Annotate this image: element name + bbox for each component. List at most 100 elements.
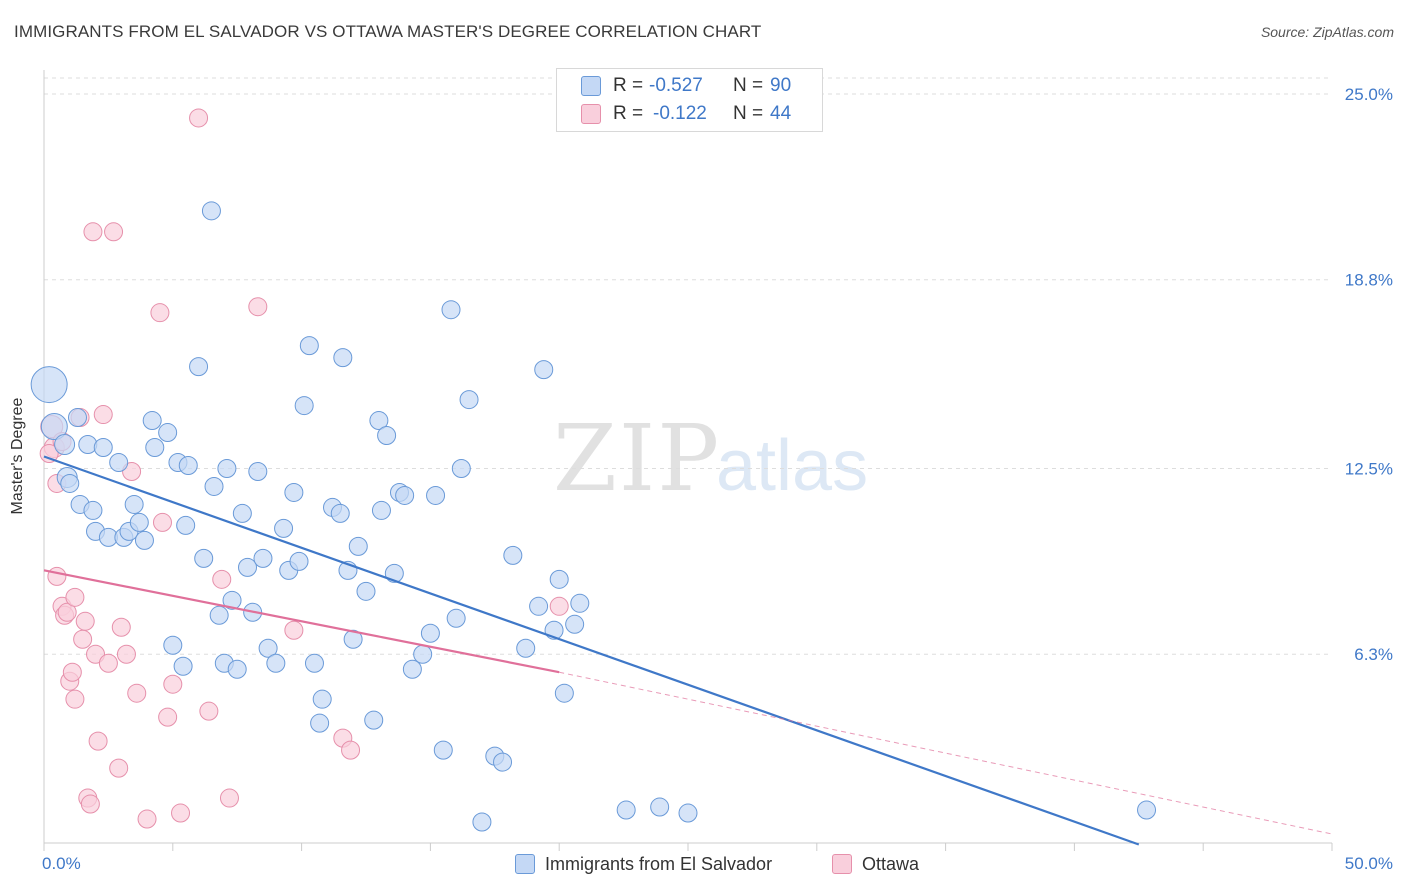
el-salvador-point: [145, 438, 165, 458]
ottawa-point: [98, 653, 118, 673]
el-salvador-point: [441, 300, 461, 320]
chart-title: IMMIGRANTS FROM EL SALVADOR VS OTTAWA MA…: [14, 22, 762, 41]
ottawa-point: [150, 303, 170, 323]
el-salvador-point: [227, 659, 247, 679]
el-salvador-point: [142, 411, 162, 431]
legend-n-label: N =: [733, 103, 764, 124]
el-salvador-point: [433, 740, 453, 760]
el-salvador-point: [310, 713, 330, 733]
legend-r-value: -0.122: [653, 103, 707, 124]
legend: R = -0.527 N = 90 R = -0.122 N = 44: [556, 68, 823, 132]
el-salvador-point: [258, 638, 278, 658]
y-tick-label: 12.5%: [1345, 459, 1393, 478]
ottawa-point: [75, 611, 95, 631]
el-salvador-point: [377, 426, 397, 446]
el-salvador-point: [176, 515, 196, 535]
legend-r-label: R =: [613, 75, 644, 96]
bottom-legend-label: Immigrants from El Salvador: [545, 854, 773, 874]
el-salvador-point: [253, 548, 273, 568]
el-salvador-point: [570, 593, 590, 613]
el-salvador-point: [209, 605, 229, 625]
el-salvador-point: [565, 614, 585, 634]
el-salvador-point: [109, 452, 129, 472]
ottawa-point: [39, 444, 59, 464]
el-salvador-point: [284, 482, 304, 502]
ottawa-point: [73, 629, 93, 649]
ottawa-point: [152, 512, 172, 532]
el-salvador-point: [93, 438, 113, 458]
ottawa-trend-line: [43, 569, 560, 674]
ottawa-point: [199, 701, 219, 721]
el-salvador-point: [616, 800, 636, 820]
watermark-zip: ZIP: [553, 405, 722, 512]
legend-r-value: -0.527: [649, 75, 703, 96]
el-salvador-point: [294, 396, 314, 416]
legend-swatch-blue: [581, 76, 601, 96]
ottawa-point: [341, 740, 361, 760]
el-salvador-point: [54, 434, 76, 456]
el-salvador-point: [516, 638, 536, 658]
ottawa-point: [111, 617, 131, 637]
el-salvador-point: [420, 623, 440, 643]
el-salvador-point: [554, 683, 574, 703]
el-salvador-point: [124, 494, 144, 514]
el-salvador-point: [78, 435, 98, 455]
el-salvador-point: [222, 590, 242, 610]
y-tick-label: 18.8%: [1345, 271, 1393, 290]
el-salvador-point: [472, 812, 492, 832]
el-salvador-point: [274, 518, 294, 538]
ottawa-point: [80, 794, 100, 814]
el-salvador-point: [330, 503, 350, 523]
ottawa-point: [83, 222, 103, 242]
bottom-legend-swatch-blue: [515, 854, 535, 874]
el-salvador-point: [371, 500, 391, 520]
el-salvador-point: [384, 563, 404, 583]
ottawa-point: [127, 683, 147, 703]
el-salvador-point: [289, 551, 309, 571]
ottawa-point: [219, 788, 239, 808]
el-salvador-point: [451, 458, 471, 478]
el-salvador-point: [426, 485, 446, 505]
el-salvador-point: [493, 752, 513, 772]
el-salvador-point: [201, 201, 221, 221]
el-salvador-point: [312, 689, 332, 709]
el-salvador-point: [67, 408, 87, 428]
el-salvador-point: [40, 413, 68, 441]
source-label: Source: ZipAtlas.com: [1260, 24, 1394, 40]
el-salvador-point: [333, 348, 353, 368]
ottawa-point: [109, 758, 129, 778]
ottawa-trend-extension: [559, 671, 1333, 835]
el-salvador-point: [402, 659, 422, 679]
el-salvador-point: [304, 653, 324, 673]
ottawa-point: [93, 405, 113, 425]
y-tick-label: 25.0%: [1345, 85, 1393, 104]
legend-n-label: N =: [733, 75, 764, 96]
el-salvador-point: [204, 476, 224, 496]
ottawa-point: [549, 596, 569, 616]
ottawa-point: [248, 297, 268, 317]
el-salvador-point: [395, 485, 415, 505]
ottawa-point: [88, 731, 108, 751]
el-salvador-point: [194, 548, 214, 568]
el-salvador-point: [238, 557, 258, 577]
ottawa-point: [137, 809, 157, 829]
el-salvador-point: [356, 581, 376, 601]
ottawa-point: [189, 108, 209, 128]
ottawa-point: [65, 689, 85, 709]
el-salvador-point: [134, 530, 154, 550]
el-salvador-point: [529, 596, 549, 616]
el-salvador-point: [30, 366, 68, 404]
el-salvador-point: [266, 653, 286, 673]
ottawa-point: [57, 602, 77, 622]
el-salvador-point: [1137, 800, 1157, 820]
legend-n-value: 90: [770, 75, 792, 96]
el-salvador-point: [299, 336, 319, 356]
legend-r-label: R =: [613, 103, 644, 124]
ottawa-point: [171, 803, 191, 823]
ottawa-point: [65, 587, 85, 607]
ottawa-point: [116, 644, 136, 664]
el-salvador-point: [364, 710, 384, 730]
el-salvador-point: [369, 411, 389, 431]
el-salvador-point: [348, 536, 368, 556]
el-salvador-point: [503, 545, 523, 565]
